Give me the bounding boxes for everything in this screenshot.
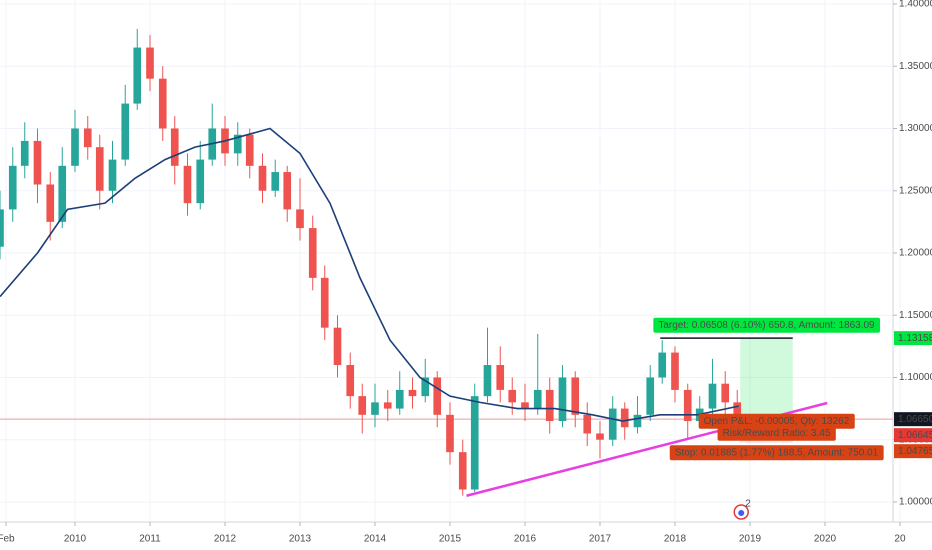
candle-body <box>121 103 130 160</box>
candle-body <box>658 352 667 378</box>
candle-body <box>721 383 730 403</box>
x-tick-label: 2013 <box>289 534 312 545</box>
x-tick-label: 2017 <box>589 534 612 545</box>
candle-body <box>583 414 592 434</box>
y-tick-label: 1.25000 <box>899 185 932 196</box>
y-tick-label: 1.00000 <box>899 497 932 508</box>
events-badge: 2 <box>745 499 751 510</box>
candle-body <box>545 389 554 422</box>
pnl-label-bg <box>698 413 855 429</box>
candle-body <box>58 165 67 222</box>
stop-label: Stop: 0.01885 (1.77%) 188.5, Amount: 750… <box>675 447 879 458</box>
candle-body <box>383 402 392 409</box>
moving-average-line <box>0 127 739 422</box>
target-label-bg <box>653 317 881 333</box>
candle-body <box>371 402 379 415</box>
pnl-label: Open P&L: -0.00005, Qty: 13262 <box>704 416 850 427</box>
candle-body <box>133 47 142 104</box>
candle-body <box>170 128 179 166</box>
candle-body <box>395 389 404 409</box>
x-tick-label: 2019 <box>739 534 762 545</box>
candle-body <box>83 128 92 148</box>
candle-body <box>46 184 55 222</box>
position-profit-zone <box>740 338 793 420</box>
target-label: Target: 0.06508 (6.10%) 650.8, Amount: 1… <box>658 320 875 331</box>
candle-body <box>508 389 517 403</box>
price-tag <box>894 331 932 346</box>
candle-body <box>108 159 117 191</box>
price-tag-label: 1.04765 <box>898 446 932 457</box>
candle-body <box>708 383 717 409</box>
candle-body <box>521 402 529 409</box>
price-tag <box>894 412 932 427</box>
candle-body <box>333 327 342 366</box>
x-tick-label: 2014 <box>364 534 387 545</box>
candle-body <box>470 396 479 490</box>
y-tick-label: 1.30000 <box>899 123 932 134</box>
candle-body <box>671 352 679 390</box>
candle-body <box>446 414 454 453</box>
x-tick-label: 20 <box>894 534 906 545</box>
stop-label-bg <box>669 445 884 461</box>
candle-body <box>346 365 355 397</box>
candle-body <box>296 209 304 229</box>
price-tag-label: 1.06650 <box>898 414 932 425</box>
candle-body <box>433 377 442 415</box>
y-tick-label: 1.40000 <box>899 0 932 10</box>
y-tick-label: 1.10000 <box>899 372 932 383</box>
price-tag-label: 1.13158 <box>898 333 932 344</box>
x-tick-label: Feb <box>0 534 15 545</box>
candle-body <box>633 414 642 428</box>
candle-body <box>33 140 42 185</box>
x-tick-label: 2010 <box>64 534 87 545</box>
candle-body <box>8 165 17 210</box>
candle-body <box>283 172 292 210</box>
x-tick-label: 2018 <box>664 534 687 545</box>
ratio-label-bg <box>717 425 836 441</box>
candle-body <box>408 389 417 397</box>
y-tick-label: 1.20000 <box>899 248 932 259</box>
candle-body <box>496 365 505 390</box>
candle-body <box>95 147 104 191</box>
candle-body <box>608 408 617 440</box>
candle-body <box>483 365 492 397</box>
ratio-label: Risk/Reward Ratio: 3.45 <box>723 428 831 439</box>
x-tick-label: 2012 <box>214 534 237 545</box>
y-tick-label: 1.15000 <box>899 310 932 321</box>
x-tick-label: 2011 <box>139 534 161 545</box>
x-tick-label: 2015 <box>439 534 462 545</box>
price-tag-label: 1.06645 <box>898 430 932 441</box>
candle-body <box>308 228 317 278</box>
candle-body <box>258 165 267 191</box>
candle-body <box>196 159 205 204</box>
x-tick-label: 2020 <box>814 534 837 545</box>
candle-body <box>558 377 567 422</box>
candle-body <box>596 433 604 440</box>
candle-body <box>158 78 167 129</box>
y-tick-label: 1.35000 <box>899 61 932 72</box>
candle-body <box>733 402 742 420</box>
candle-body <box>683 389 692 422</box>
candle-body <box>571 377 580 415</box>
candle-body <box>233 134 242 154</box>
candle-body <box>183 165 192 204</box>
candle-body <box>358 396 367 415</box>
candle-body <box>458 452 467 490</box>
candle-body <box>146 47 154 79</box>
price-tag <box>894 428 932 443</box>
candle-body <box>320 277 329 328</box>
events-icon-inner <box>738 510 745 516</box>
candle-body <box>533 389 542 409</box>
price-tag <box>894 444 932 459</box>
candle-body <box>646 377 655 415</box>
candle-body <box>71 128 79 166</box>
candle-body <box>271 172 280 191</box>
candle-body <box>620 408 629 428</box>
candle-body <box>0 209 4 247</box>
candle-body <box>245 134 254 166</box>
candle-body <box>421 377 430 397</box>
x-tick-label: 2016 <box>514 534 537 545</box>
candle-body <box>20 140 29 166</box>
